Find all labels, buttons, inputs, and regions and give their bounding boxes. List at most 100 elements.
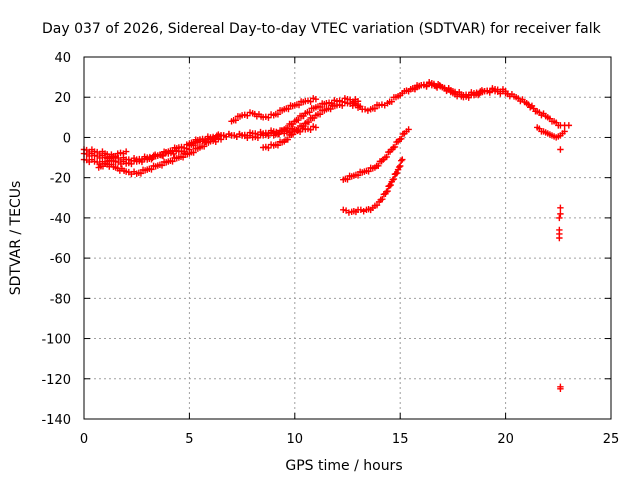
data-point-fill xyxy=(479,88,486,96)
data-point-fill xyxy=(295,101,303,109)
data-point-fill xyxy=(390,94,398,101)
data-point-fill xyxy=(411,85,419,93)
data-point-fill xyxy=(274,131,282,138)
data-point-fill xyxy=(399,130,407,138)
data-point-fill xyxy=(106,157,113,165)
data-point-fill xyxy=(437,83,444,90)
data-point-fill xyxy=(173,155,180,162)
data-point-fill xyxy=(373,202,381,209)
series-track-n xyxy=(534,124,568,141)
data-point-fill xyxy=(141,167,149,174)
data-point-fill xyxy=(415,82,423,90)
data-point-fill xyxy=(170,150,177,158)
data-point-fill xyxy=(387,181,394,189)
data-point-fill xyxy=(425,79,433,86)
data-point xyxy=(557,385,564,393)
data-point-fill xyxy=(321,100,328,108)
data-point-fill xyxy=(244,132,251,140)
data-point-fill xyxy=(379,195,386,203)
data-point-fill xyxy=(465,94,472,101)
data-point-fill xyxy=(364,107,372,114)
data-point-fill xyxy=(307,98,314,105)
tick-layer xyxy=(83,56,612,420)
y-tick-label: -80 xyxy=(50,292,71,307)
data-point-fill xyxy=(99,163,107,170)
data-point-fill xyxy=(542,129,549,136)
data-point-fill xyxy=(546,131,554,138)
data-point-fill xyxy=(232,117,239,124)
data-point-fill xyxy=(215,131,222,138)
series-track-d xyxy=(95,148,130,171)
data-point-fill xyxy=(384,187,391,195)
data-point-fill xyxy=(386,148,394,155)
series-outliers xyxy=(556,146,564,393)
y-tick-label: -20 xyxy=(50,172,71,187)
data-point-fill xyxy=(278,107,286,114)
data-point-fill xyxy=(369,165,376,172)
data-point-fill xyxy=(110,163,117,171)
data-point-fill xyxy=(348,173,355,180)
data-point-fill xyxy=(310,123,317,130)
data-point-fill xyxy=(548,118,556,125)
data-point-fill xyxy=(300,112,307,120)
data-point-fill xyxy=(423,82,430,89)
x-tick-label: 15 xyxy=(392,432,409,447)
data-point-fill xyxy=(397,162,404,170)
data-point-fill xyxy=(345,209,353,216)
data-point-fill xyxy=(88,156,96,163)
y-tick-label: 0 xyxy=(63,131,71,146)
data-point-fill xyxy=(394,93,402,100)
x-axis-title: GPS time / hours xyxy=(285,458,402,474)
data-point-fill xyxy=(296,128,304,136)
plot-frame xyxy=(83,56,612,420)
data-point-fill xyxy=(265,114,272,121)
data-point-fill xyxy=(306,109,313,116)
data-point-fill xyxy=(447,88,454,96)
data-point-fill xyxy=(383,153,390,161)
data-point-fill xyxy=(555,133,562,140)
data-point-fill xyxy=(284,124,291,132)
data-point-fill xyxy=(179,154,187,161)
data-point xyxy=(557,210,564,218)
data-point-fill xyxy=(265,130,272,138)
x-tick-label: 10 xyxy=(287,432,304,447)
data-point-fill xyxy=(149,154,156,162)
data-point-fill xyxy=(169,158,176,165)
data-point-fill xyxy=(327,105,334,113)
data-point-fill xyxy=(339,98,346,105)
y-tick-label: -40 xyxy=(50,212,71,227)
data-point-fill xyxy=(395,163,403,171)
data-point-fill xyxy=(190,140,197,147)
data-point xyxy=(556,234,563,242)
data-point-fill xyxy=(391,143,399,151)
data-point-fill xyxy=(265,144,272,152)
data-point-fill xyxy=(246,129,254,136)
data-point-fill xyxy=(307,126,314,133)
data-point-fill xyxy=(328,100,335,107)
y-tick-label: 20 xyxy=(54,91,71,106)
data-point-fill xyxy=(489,85,496,92)
data-point-fill xyxy=(244,112,251,119)
x-tick-label: 0 xyxy=(80,432,88,447)
data-point-fill xyxy=(371,105,379,112)
data-point xyxy=(399,156,406,163)
data-point-fill xyxy=(137,170,145,177)
data-point-fill xyxy=(354,172,362,179)
data-point-fill xyxy=(194,145,202,152)
data-point-fill xyxy=(152,163,159,170)
data-point-fill xyxy=(367,206,374,214)
data-point-fill xyxy=(398,157,405,164)
data-point-fill xyxy=(284,136,291,143)
series-track-o xyxy=(561,122,573,129)
data-point-fill xyxy=(532,108,539,115)
data-point-fill xyxy=(388,98,395,105)
data-point-fill xyxy=(202,136,209,144)
data-point-fill xyxy=(120,167,128,175)
data-point-fill xyxy=(300,98,307,106)
data-point-fill xyxy=(148,166,155,173)
data-point xyxy=(556,214,563,222)
data-point-fill xyxy=(316,111,324,118)
data-point-fill xyxy=(190,149,197,156)
data-point-fill xyxy=(390,175,398,183)
data-point-fill xyxy=(200,143,208,150)
